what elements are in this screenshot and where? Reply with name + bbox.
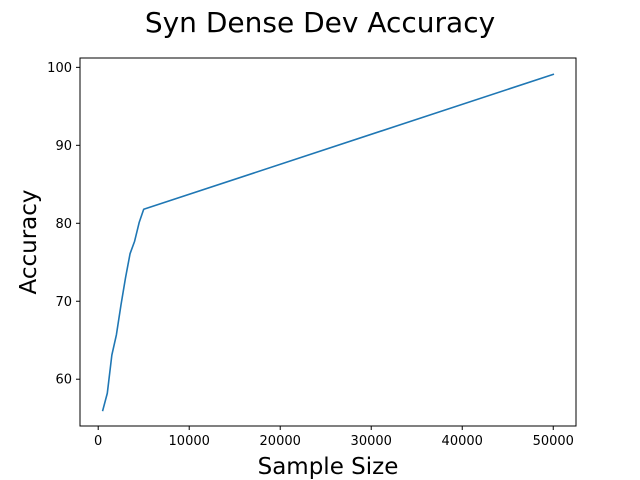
x-tick-label: 0 bbox=[94, 434, 102, 449]
x-axis-label: Sample Size bbox=[258, 454, 399, 480]
y-tick-label: 100 bbox=[47, 61, 72, 76]
x-axis: 0 10000 20000 30000 40000 50000 bbox=[94, 426, 574, 449]
x-tick-label: 20000 bbox=[260, 434, 301, 449]
series-line bbox=[101, 73, 555, 412]
series-layer bbox=[101, 73, 555, 412]
y-tick-label: 70 bbox=[55, 295, 72, 310]
y-tick-label: 90 bbox=[55, 139, 72, 154]
y-axis: 60 70 80 90 100 bbox=[47, 61, 80, 388]
chart-title: Syn Dense Dev Accuracy bbox=[145, 6, 495, 39]
y-axis-label: Accuracy bbox=[16, 189, 42, 294]
y-tick-label: 80 bbox=[55, 217, 72, 232]
plot-frame bbox=[79, 57, 577, 427]
x-tick-label: 30000 bbox=[351, 434, 392, 449]
plot-area bbox=[80, 58, 576, 426]
x-tick-label: 10000 bbox=[169, 434, 210, 449]
y-tick-label: 60 bbox=[55, 373, 72, 388]
x-tick-label: 50000 bbox=[533, 434, 574, 449]
x-tick-label: 40000 bbox=[442, 434, 483, 449]
